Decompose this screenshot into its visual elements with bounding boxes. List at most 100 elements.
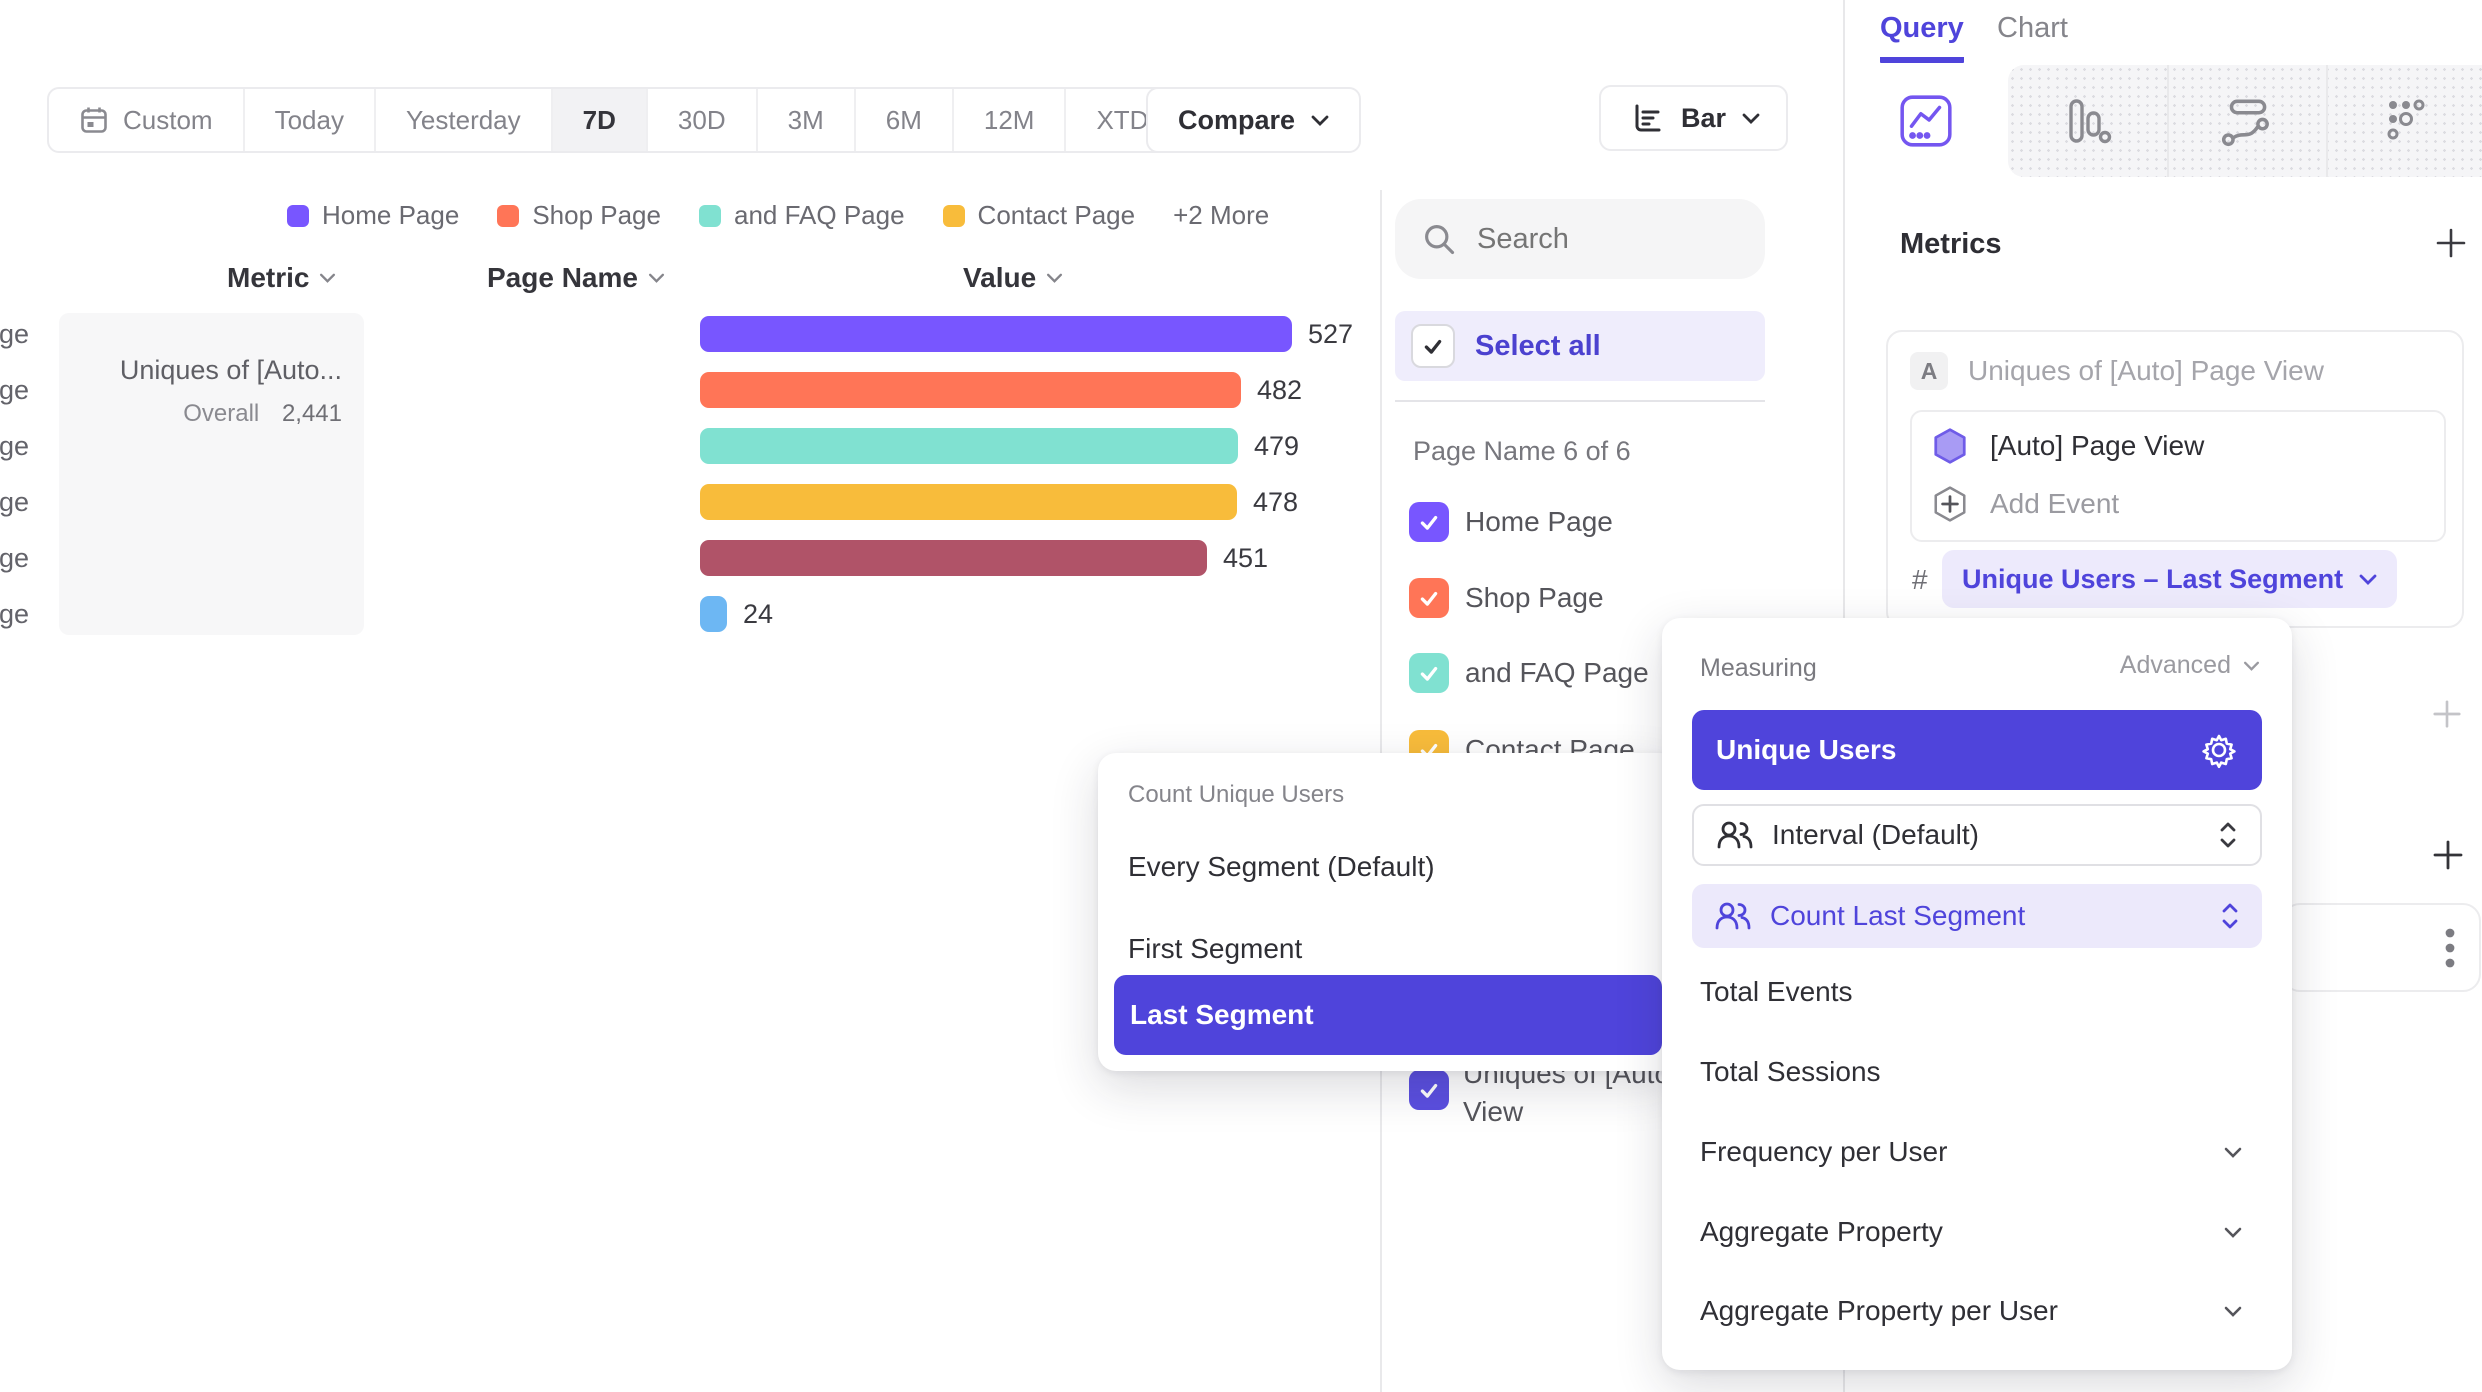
checkbox-checked[interactable] (1409, 578, 1449, 618)
plus-icon (2436, 228, 2466, 258)
interval-default-row[interactable]: Interval (Default) (1692, 804, 2262, 866)
add-filter-button[interactable] (2431, 698, 2463, 730)
kebab-menu-icon[interactable] (2445, 927, 2455, 969)
option-aggregate-property[interactable]: Aggregate Property (1700, 1202, 2254, 1262)
bar-row: Shop Page 482 (0, 363, 1843, 417)
advanced-dropdown[interactable]: Advanced (2120, 651, 2260, 680)
metric-title: Uniques of [Auto... (119, 355, 342, 385)
date-range-30d[interactable]: 30D (648, 89, 758, 151)
bar-row: Home Page 527 (0, 307, 1843, 361)
bar-value-label: 482 (1257, 374, 1303, 405)
metric-definition-card: A Uniques of [Auto] Page View [Auto] Pag… (1886, 330, 2464, 628)
chart-type-dropdown[interactable]: Bar (1599, 85, 1789, 151)
count-last-segment-row[interactable]: Count Last Segment (1692, 884, 2262, 948)
check-icon (1420, 591, 1438, 606)
legend-more[interactable]: +2 More (1173, 200, 1270, 230)
legend-swatch (287, 204, 309, 227)
search-box[interactable] (1395, 199, 1765, 279)
chevron-down-icon (2359, 574, 2377, 585)
check-icon (1420, 515, 1438, 530)
legend-item[interactable]: Home Page (287, 200, 459, 231)
compare-button[interactable]: Compare (1146, 87, 1362, 153)
tab-flows[interactable] (2167, 65, 2326, 177)
tab-retention[interactable] (2326, 65, 2482, 177)
date-range-7d[interactable]: 7D (552, 89, 648, 151)
bar-category-label: and FAQ Page (0, 430, 29, 461)
calendar-icon (79, 105, 109, 135)
tab-query[interactable]: Query (1880, 12, 1964, 63)
legend-swatch (698, 204, 721, 227)
legend-item[interactable]: and FAQ Page (698, 200, 905, 231)
date-range-xtd[interactable]: XTD (1066, 89, 1210, 151)
filter-group-label: Page Name 6 of 6 (1413, 436, 1631, 466)
bar[interactable] (700, 372, 1241, 408)
filter-item-shop-page[interactable]: Shop Page (1409, 578, 1604, 618)
date-range-label: Custom (123, 104, 213, 135)
column-header-page-name[interactable]: Page Name (487, 262, 665, 294)
measuring-unique-users-selected[interactable]: Unique Users (1692, 710, 2262, 790)
column-header-value[interactable]: Value (963, 262, 1063, 294)
legend-item[interactable]: Contact Page (942, 200, 1135, 231)
option-total-events[interactable]: Total Events (1700, 976, 1853, 1007)
bar[interactable] (700, 428, 1238, 464)
date-range-custom[interactable]: Custom (49, 89, 245, 151)
tab-bar-chart[interactable] (2008, 65, 2167, 177)
chevron-down-icon (1311, 115, 1329, 126)
tab-insights-active[interactable] (1845, 65, 2007, 177)
bar[interactable] (700, 540, 1207, 576)
plus-icon (2433, 700, 2461, 728)
option-aggregate-property-per-user[interactable]: Aggregate Property per User (1700, 1281, 2254, 1341)
add-breakdown-button[interactable] (2431, 838, 2465, 872)
add-event-row[interactable]: Add Event (1932, 480, 2119, 528)
date-range-today[interactable]: Today (245, 89, 376, 151)
option-every-segment[interactable]: Every Segment (Default) (1128, 851, 1435, 882)
date-range-group: Custom Today Yesterday 7D 30D 3M 6M 12M … (47, 87, 1213, 153)
chevron-down-icon (2243, 661, 2260, 671)
spinner-icon[interactable] (2218, 819, 2238, 851)
bar-chart-icon (2068, 99, 2111, 144)
gear-icon[interactable] (2200, 731, 2238, 769)
bar-value-label: 478 (1253, 486, 1299, 517)
select-all-row[interactable]: Select all (1395, 311, 1765, 381)
event-card: [Auto] Page View Add Event (1910, 410, 2446, 542)
filter-item-and-faq-page[interactable]: and FAQ Page (1409, 653, 1649, 693)
metric-title-row[interactable]: A Uniques of [Auto] Page View (1910, 352, 2324, 390)
date-range-3m[interactable]: 3M (758, 89, 856, 151)
select-all-checkbox[interactable] (1411, 324, 1455, 368)
bar[interactable] (700, 596, 727, 632)
metric-summary-card[interactable]: Uniques of [Auto... Overall 2,441 (59, 313, 364, 635)
metrics-heading: Metrics (1900, 228, 2002, 260)
search-input[interactable] (1475, 221, 1739, 257)
date-range-12m[interactable]: 12M (954, 89, 1067, 151)
add-event-icon (1934, 486, 1966, 522)
option-last-segment-selected[interactable]: Last Segment (1114, 975, 1662, 1055)
divider (1395, 400, 1765, 402)
bar[interactable] (700, 316, 1292, 352)
date-range-yesterday[interactable]: Yesterday (376, 89, 553, 151)
add-metric-button[interactable] (2434, 226, 2468, 260)
bar[interactable] (700, 484, 1237, 520)
filter-item-home-page[interactable]: Home Page (1409, 502, 1613, 542)
column-header-metric[interactable]: Metric (227, 262, 336, 294)
popup-title: Count Unique Users (1128, 781, 1345, 808)
measurement-dropdown[interactable]: Unique Users – Last Segment (1942, 550, 2398, 608)
option-total-sessions[interactable]: Total Sessions (1700, 1056, 1881, 1087)
event-hexagon-icon (1934, 428, 1966, 464)
check-icon (1424, 339, 1442, 354)
chevron-down-icon (1046, 273, 1063, 283)
event-row[interactable]: [Auto] Page View (1932, 422, 2204, 470)
tab-chart[interactable]: Chart (1997, 12, 2068, 44)
checkbox-checked[interactable] (1409, 502, 1449, 542)
spinner-icon[interactable] (2220, 900, 2240, 932)
option-frequency-per-user[interactable]: Frequency per User (1700, 1122, 2254, 1182)
checkbox-checked[interactable] (1409, 653, 1449, 693)
bar-category-label: Contact Page (0, 486, 29, 517)
option-first-segment[interactable]: First Segment (1128, 933, 1303, 964)
legend-item[interactable]: Shop Page (497, 200, 661, 231)
legend-swatch (942, 204, 965, 227)
overall-value: 2,441 (281, 400, 342, 427)
bar-row: About Us Page 451 (0, 531, 1843, 585)
flows-icon (2221, 99, 2269, 147)
date-range-6m[interactable]: 6M (856, 89, 954, 151)
checkbox-checked[interactable] (1409, 1070, 1449, 1110)
